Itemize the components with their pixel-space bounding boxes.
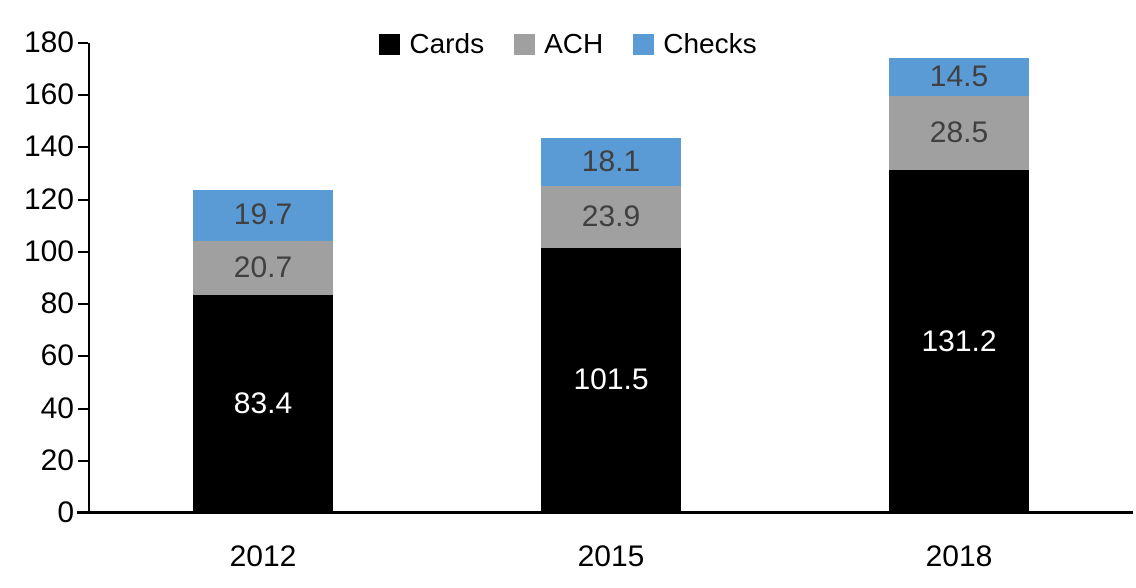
bar-segment-checks-2012: 19.7: [193, 189, 333, 242]
bar-segment-cards-2015: 101.5: [541, 247, 681, 513]
legend-swatch-ach: [514, 33, 536, 55]
bar-value-label: 20.7: [233, 251, 293, 285]
x-axis-label-2012: 2012: [229, 540, 297, 573]
bar-value-label: 19.7: [233, 198, 293, 232]
bar-value-label: 18.1: [581, 144, 641, 178]
bar-segment-checks-2015: 18.1: [541, 138, 681, 186]
y-axis-tick-label: 100: [23, 234, 74, 268]
legend-item-checks: Checks: [633, 28, 757, 59]
y-axis-tick-label: 180: [23, 26, 74, 59]
chart-legend: Cards ACH Checks: [0, 30, 1136, 58]
bar-segment-cards-2018: 131.2: [889, 170, 1029, 513]
y-axis-tick: [78, 459, 88, 462]
y-axis-tick-label: 40: [40, 391, 74, 425]
bar-2012: 19.7 20.7 83.4: [193, 189, 333, 513]
bar-value-label: 101.5: [573, 363, 649, 397]
bar-value-label: 23.9: [581, 199, 641, 233]
bar-segment-ach-2015: 23.9: [541, 185, 681, 248]
y-axis-tick-label: 160: [23, 78, 74, 112]
bar-2018: 14.5 28.5 131.2: [889, 58, 1029, 513]
y-axis-tick-label: 0: [57, 496, 74, 529]
y-axis-tick: [78, 146, 88, 149]
legend-swatch-checks: [633, 33, 655, 55]
x-axis-label-2018: 2018: [925, 540, 993, 573]
y-axis-tick-label: 60: [40, 339, 74, 373]
bar-value-label: 131.2: [921, 324, 997, 358]
legend-label: Checks: [663, 28, 757, 59]
y-axis-tick: [78, 42, 88, 44]
bar-segment-ach-2012: 20.7: [193, 241, 333, 296]
y-axis-tick-label: 140: [23, 130, 74, 164]
legend-label: Cards: [409, 28, 485, 59]
y-axis-tick: [78, 355, 88, 358]
y-axis-line: [88, 43, 90, 513]
x-axis-line: [77, 511, 1133, 514]
bar-segment-cards-2012: 83.4: [193, 295, 333, 513]
y-axis-tick: [78, 303, 88, 306]
x-axis-label-2015: 2015: [577, 540, 645, 573]
bar-segment-checks-2018: 14.5: [889, 58, 1029, 97]
y-axis-tick: [78, 407, 88, 410]
legend-item-ach: ACH: [514, 30, 603, 58]
bar-value-label: 83.4: [233, 387, 293, 421]
legend-label: ACH: [544, 28, 604, 59]
y-axis-tick-label: 120: [23, 182, 74, 216]
legend-item-cards: Cards: [379, 30, 484, 58]
y-axis-tick: [78, 94, 88, 97]
y-axis-tick-label: 80: [40, 287, 74, 321]
y-axis-tick: [78, 250, 88, 253]
y-axis-tick: [78, 198, 88, 201]
legend-swatch-cards: [379, 33, 401, 55]
bar-value-label: 14.5: [929, 60, 989, 94]
y-axis-tick-label: 20: [40, 443, 74, 477]
bar-value-label: 28.5: [929, 116, 989, 150]
bar-2015: 18.1 23.9 101.5: [541, 138, 681, 513]
bar-segment-ach-2018: 28.5: [889, 96, 1029, 171]
